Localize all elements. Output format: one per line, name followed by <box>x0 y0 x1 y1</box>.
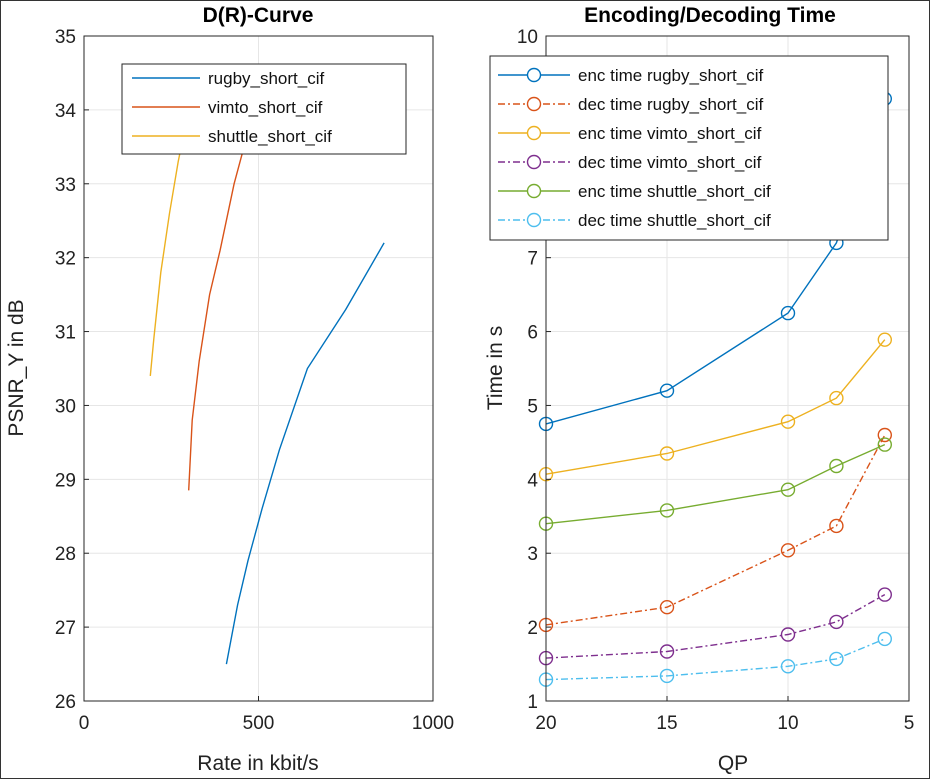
series-point-enc-time-rugby-short-cif <box>780 305 796 321</box>
dr-curve-plot: D(R)-Curve Rate in kbit/s PSNR_Y in dB 2… <box>5 4 454 775</box>
dr-curve-legend: rugby_short_cif vimto_short_cif shuttle_sh… <box>121 63 407 155</box>
legend-label-dec-time-rugby-short-cif: dec time rugby_short_cif <box>578 95 763 114</box>
series-point-dec-time-shuttle-short-cif <box>877 631 892 647</box>
series-point-enc-time-vimto-short-cif <box>659 446 675 461</box>
legend-marker-enc-time-rugby-short-cif <box>526 67 542 83</box>
legend-marker-dec-time-vimto-short-cif <box>526 154 542 170</box>
legend-label-dec-time-vimto-short-cif: dec time vimto_short_cif <box>578 153 762 172</box>
dr-curve-ytick-label: 32 <box>55 249 76 270</box>
enc-dec-time-plot: Encoding/Decoding Time QP Time in s 1 2 3 4… <box>484 4 914 775</box>
enc-dec-time-xtick-label: 10 <box>777 713 798 734</box>
enc-dec-time-ytick-label: 4 <box>527 470 538 491</box>
dr-curve-ylabel: PSNR_Y in dB <box>5 299 28 436</box>
series-point-enc-time-vimto-short-cif <box>877 332 892 347</box>
series-point-enc-time-vimto-short-cif <box>829 390 844 406</box>
series-point-dec-time-shuttle-short-cif <box>780 659 796 674</box>
series-point-enc-time-rugby-short-cif <box>659 383 675 398</box>
legend-marker-dec-time-rugby-short-cif <box>526 96 542 112</box>
dr-curve-ytick-label: 26 <box>55 692 76 713</box>
series-point-dec-time-vimto-short-cif <box>877 587 892 602</box>
series-point-enc-time-shuttle-short-cif <box>877 437 892 452</box>
enc-dec-time-axes-box <box>545 35 910 702</box>
legend-label-rugby-short-cif: rugby_short_cif <box>208 69 325 88</box>
series-point-dec-time-shuttle-short-cif <box>829 651 844 667</box>
dr-curve-ytick-label: 35 <box>55 27 76 48</box>
series-point-dec-time-rugby-short-cif <box>877 427 892 443</box>
enc-dec-time-xtick-label: 5 <box>904 713 915 734</box>
dr-curve-title: D(R)-Curve <box>203 4 314 27</box>
legend-label-enc-time-shuttle-short-cif: enc time shuttle_short_cif <box>578 182 771 201</box>
legend-label-shuttle-short-cif: shuttle_short_cif <box>208 127 332 146</box>
enc-dec-time-legend-box <box>489 55 889 241</box>
series-line-dec-time-shuttle-short-cif <box>545 638 886 681</box>
dr-curve-ytick-label: 28 <box>55 544 76 565</box>
dr-curve-ytick-label: 34 <box>55 101 77 122</box>
series-line-enc-time-vimto-short-cif <box>545 339 886 475</box>
dr-curve-ytick-label: 30 <box>55 396 76 417</box>
series-line-dec-time-rugby-short-cif <box>545 434 886 626</box>
dr-curve-ytick-label: 29 <box>55 470 76 491</box>
enc-dec-time-ytick-label: 1 <box>527 692 538 713</box>
dr-curve-xtick-label: 500 <box>243 713 275 734</box>
enc-dec-time-ytick-label: 3 <box>527 544 538 565</box>
legend-label-enc-time-rugby-short-cif: enc time rugby_short_cif <box>578 66 763 85</box>
dr-curve-xtick-label: 0 <box>79 713 90 734</box>
series-point-dec-time-vimto-short-cif <box>780 627 796 642</box>
enc-dec-time-ytick-label: 10 <box>517 27 538 48</box>
series-point-enc-time-shuttle-short-cif <box>780 482 796 497</box>
legend-label-enc-time-vimto-short-cif: enc time vimto_short_cif <box>578 124 762 143</box>
enc-dec-time-ytick-label: 5 <box>527 396 538 417</box>
dr-curve-ytick-label: 31 <box>55 323 76 344</box>
series-point-enc-time-shuttle-short-cif <box>659 503 675 518</box>
dr-curve-ytick-label: 27 <box>55 618 76 639</box>
legend-marker-enc-time-shuttle-short-cif <box>526 183 542 199</box>
enc-dec-time-ylabel: Time in s <box>484 326 507 410</box>
legend-marker-enc-time-vimto-short-cif <box>526 125 542 141</box>
legend-label-vimto-short-cif: vimto_short_cif <box>208 98 323 117</box>
enc-dec-time-xtick-label: 20 <box>535 713 556 734</box>
series-line-rugby-short-cif <box>225 242 385 665</box>
series-point-dec-time-rugby-short-cif <box>829 518 844 534</box>
series-point-dec-time-vimto-short-cif <box>829 614 844 630</box>
dr-curve-ticks: 26 27 28 29 30 31 32 33 34 35 0 500 1000 <box>55 27 454 734</box>
dr-curve-ytick-label: 33 <box>55 175 76 196</box>
dr-curve-xtick-label: 1000 <box>412 713 454 734</box>
dr-curve-legend-box <box>121 63 407 155</box>
dr-curve-xlabel: Rate in kbit/s <box>197 752 318 775</box>
enc-dec-time-ytick-label: 6 <box>527 323 538 344</box>
series-point-dec-time-rugby-short-cif <box>659 600 675 615</box>
series-point-dec-time-shuttle-short-cif <box>659 668 675 684</box>
series-point-dec-time-vimto-short-cif <box>659 644 675 659</box>
series-line-enc-time-shuttle-short-cif <box>545 443 886 525</box>
enc-dec-time-ytick-label: 7 <box>527 249 538 270</box>
enc-dec-time-title: Encoding/Decoding Time <box>584 4 836 27</box>
series-point-enc-time-shuttle-short-cif <box>829 458 844 474</box>
legend-marker-dec-time-shuttle-short-cif <box>526 212 542 228</box>
enc-dec-time-xlabel: QP <box>718 752 748 775</box>
enc-dec-time-ytick-label: 2 <box>527 618 538 639</box>
series-point-enc-time-vimto-short-cif <box>780 414 796 429</box>
series-point-dec-time-rugby-short-cif <box>780 543 796 558</box>
legend-label-dec-time-shuttle-short-cif: dec time shuttle_short_cif <box>578 211 771 230</box>
series-line-dec-time-vimto-short-cif <box>545 593 886 659</box>
enc-dec-time-xtick-label: 15 <box>656 713 677 734</box>
